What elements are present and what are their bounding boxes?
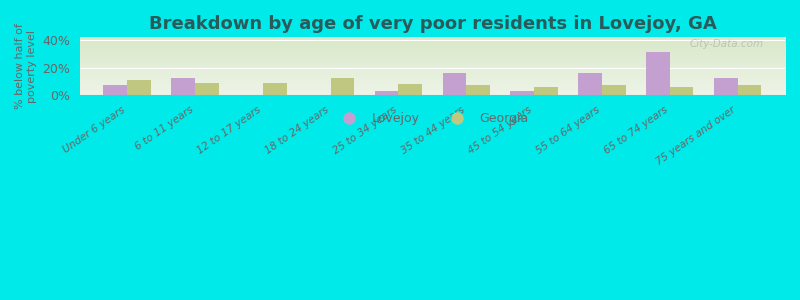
Bar <box>578 73 602 95</box>
Y-axis label: % below half of
poverty level: % below half of poverty level <box>15 23 37 109</box>
Bar <box>510 91 534 95</box>
Bar <box>195 82 218 95</box>
Bar <box>646 52 670 95</box>
Bar <box>398 84 422 95</box>
Bar <box>263 82 286 95</box>
Bar <box>330 79 354 95</box>
Bar <box>442 73 466 95</box>
Title: Breakdown by age of very poor residents in Lovejoy, GA: Breakdown by age of very poor residents … <box>149 15 716 33</box>
Bar <box>670 87 694 95</box>
Bar <box>374 91 398 95</box>
Bar <box>602 85 626 95</box>
Bar <box>103 85 127 95</box>
Legend: Lovejoy, Georgia: Lovejoy, Georgia <box>331 107 534 130</box>
Text: City-Data.com: City-Data.com <box>690 39 764 49</box>
Bar <box>534 87 558 95</box>
Bar <box>127 80 151 95</box>
Bar <box>171 79 195 95</box>
Bar <box>466 85 490 95</box>
Bar <box>738 85 762 95</box>
Bar <box>714 79 738 95</box>
